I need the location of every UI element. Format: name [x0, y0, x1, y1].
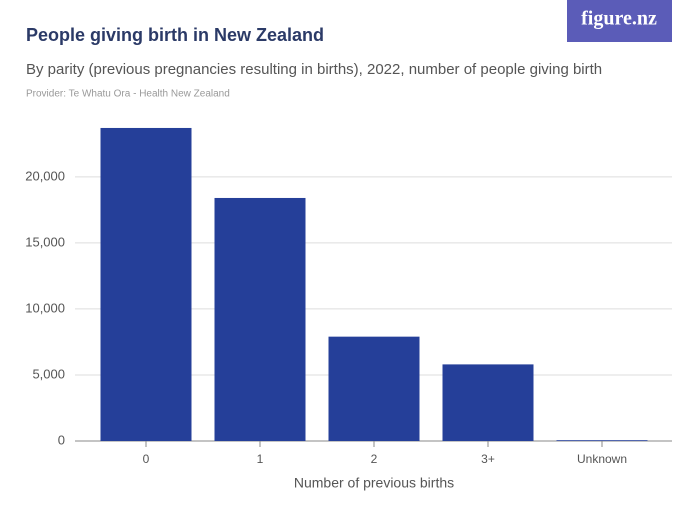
y-tick-label: 10,000 — [25, 300, 65, 315]
chart-subtitle: By parity (previous pregnancies resultin… — [26, 61, 602, 78]
bar — [556, 440, 648, 441]
logo-box — [567, 0, 672, 42]
x-axis-title: Number of previous births — [294, 475, 454, 491]
y-tick-label: 15,000 — [25, 234, 65, 249]
bar — [328, 336, 420, 441]
provider: Provider: Te Whatu Ora - Health New Zeal… — [26, 89, 230, 100]
logo: figure.nz — [581, 8, 657, 30]
x-tick-label: Unknown — [577, 452, 627, 466]
y-tick-label: 0 — [58, 432, 65, 447]
bar — [442, 364, 534, 441]
y-tick-label: 5,000 — [32, 366, 65, 381]
x-tick-label: 1 — [257, 452, 264, 466]
bar — [100, 127, 192, 442]
x-tick-label: 2 — [371, 452, 378, 466]
x-tick-label: 0 — [143, 452, 150, 466]
bar — [214, 197, 306, 441]
y-tick-label: 20,000 — [25, 168, 65, 183]
x-tick-label: 3+ — [481, 452, 495, 466]
chart-title: People giving birth in New Zealand — [26, 25, 324, 45]
